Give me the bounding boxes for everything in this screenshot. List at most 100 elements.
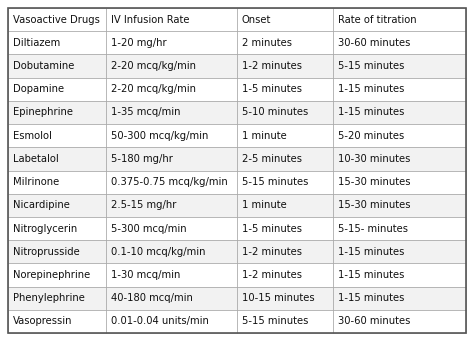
Bar bbox=[8, 170, 107, 194]
Text: 1-15 minutes: 1-15 minutes bbox=[338, 84, 404, 94]
Text: 2 minutes: 2 minutes bbox=[242, 38, 292, 48]
Bar bbox=[107, 8, 237, 31]
Text: 15-30 minutes: 15-30 minutes bbox=[338, 177, 410, 187]
Text: 0.375-0.75 mcq/kg/min: 0.375-0.75 mcq/kg/min bbox=[111, 177, 228, 187]
Text: 2.5-15 mg/hr: 2.5-15 mg/hr bbox=[111, 200, 177, 210]
Bar bbox=[237, 78, 333, 101]
Text: 10-30 minutes: 10-30 minutes bbox=[338, 154, 410, 164]
Text: 2-20 mcq/kg/min: 2-20 mcq/kg/min bbox=[111, 84, 196, 94]
Bar bbox=[333, 55, 466, 78]
Bar bbox=[237, 240, 333, 263]
Text: Rate of titration: Rate of titration bbox=[338, 15, 417, 25]
Bar bbox=[107, 55, 237, 78]
Text: 5-180 mg/hr: 5-180 mg/hr bbox=[111, 154, 173, 164]
Bar bbox=[333, 194, 466, 217]
Text: 30-60 minutes: 30-60 minutes bbox=[338, 38, 410, 48]
Bar bbox=[333, 147, 466, 170]
Bar bbox=[333, 240, 466, 263]
Bar bbox=[8, 240, 107, 263]
Text: Diltiazem: Diltiazem bbox=[13, 38, 60, 48]
Text: 1-15 minutes: 1-15 minutes bbox=[338, 247, 404, 257]
Text: 2-5 minutes: 2-5 minutes bbox=[242, 154, 302, 164]
Text: Onset: Onset bbox=[242, 15, 272, 25]
Text: 5-15 minutes: 5-15 minutes bbox=[338, 61, 404, 71]
Bar bbox=[237, 124, 333, 147]
Text: 1-2 minutes: 1-2 minutes bbox=[242, 61, 302, 71]
Bar bbox=[333, 124, 466, 147]
Text: 1-2 minutes: 1-2 minutes bbox=[242, 247, 302, 257]
Text: Nitroprusside: Nitroprusside bbox=[13, 247, 80, 257]
Text: Dopamine: Dopamine bbox=[13, 84, 64, 94]
Text: 1 minute: 1 minute bbox=[242, 200, 287, 210]
Bar bbox=[237, 147, 333, 170]
Bar bbox=[107, 78, 237, 101]
Text: 0.01-0.04 units/min: 0.01-0.04 units/min bbox=[111, 316, 210, 326]
Bar bbox=[333, 78, 466, 101]
Bar bbox=[237, 8, 333, 31]
Text: 1-15 minutes: 1-15 minutes bbox=[338, 107, 404, 117]
Text: 1-35 mcq/min: 1-35 mcq/min bbox=[111, 107, 181, 117]
Text: 5-10 minutes: 5-10 minutes bbox=[242, 107, 308, 117]
Text: 5-15 minutes: 5-15 minutes bbox=[242, 316, 309, 326]
Bar bbox=[333, 31, 466, 55]
Bar bbox=[237, 31, 333, 55]
Bar bbox=[8, 55, 107, 78]
Text: 1-15 minutes: 1-15 minutes bbox=[338, 293, 404, 303]
Bar bbox=[8, 286, 107, 310]
Bar bbox=[107, 147, 237, 170]
Text: 2-20 mcq/kg/min: 2-20 mcq/kg/min bbox=[111, 61, 196, 71]
Text: Phenylephrine: Phenylephrine bbox=[13, 293, 85, 303]
Bar bbox=[333, 217, 466, 240]
Bar bbox=[237, 101, 333, 124]
Text: 1-30 mcq/min: 1-30 mcq/min bbox=[111, 270, 181, 280]
Bar bbox=[8, 194, 107, 217]
Bar bbox=[333, 310, 466, 333]
Text: 40-180 mcq/min: 40-180 mcq/min bbox=[111, 293, 193, 303]
Text: 1-2 minutes: 1-2 minutes bbox=[242, 270, 302, 280]
Bar bbox=[8, 31, 107, 55]
Text: 10-15 minutes: 10-15 minutes bbox=[242, 293, 315, 303]
Text: Epinephrine: Epinephrine bbox=[13, 107, 73, 117]
Bar bbox=[8, 78, 107, 101]
Text: 0.1-10 mcq/kg/min: 0.1-10 mcq/kg/min bbox=[111, 247, 206, 257]
Bar bbox=[237, 170, 333, 194]
Bar bbox=[107, 310, 237, 333]
Bar bbox=[237, 194, 333, 217]
Text: Labetalol: Labetalol bbox=[13, 154, 59, 164]
Bar bbox=[107, 240, 237, 263]
Bar bbox=[237, 310, 333, 333]
Bar bbox=[333, 263, 466, 286]
Bar bbox=[107, 124, 237, 147]
Text: 1-5 minutes: 1-5 minutes bbox=[242, 224, 302, 234]
Bar bbox=[107, 217, 237, 240]
Text: 1-20 mg/hr: 1-20 mg/hr bbox=[111, 38, 167, 48]
Text: 5-15 minutes: 5-15 minutes bbox=[242, 177, 309, 187]
Text: 1-5 minutes: 1-5 minutes bbox=[242, 84, 302, 94]
Bar bbox=[333, 101, 466, 124]
Bar bbox=[237, 286, 333, 310]
Text: Milrinone: Milrinone bbox=[13, 177, 59, 187]
Text: Nitroglycerin: Nitroglycerin bbox=[13, 224, 77, 234]
Bar bbox=[107, 101, 237, 124]
Bar bbox=[333, 170, 466, 194]
Bar bbox=[8, 217, 107, 240]
Bar bbox=[333, 286, 466, 310]
Bar bbox=[8, 101, 107, 124]
Text: 15-30 minutes: 15-30 minutes bbox=[338, 200, 410, 210]
Bar bbox=[8, 124, 107, 147]
Text: 30-60 minutes: 30-60 minutes bbox=[338, 316, 410, 326]
Text: Vasopressin: Vasopressin bbox=[13, 316, 73, 326]
Text: 5-20 minutes: 5-20 minutes bbox=[338, 131, 404, 141]
Bar bbox=[107, 194, 237, 217]
Text: 1-15 minutes: 1-15 minutes bbox=[338, 270, 404, 280]
Text: 5-15- minutes: 5-15- minutes bbox=[338, 224, 408, 234]
Bar bbox=[107, 286, 237, 310]
Bar bbox=[107, 263, 237, 286]
Text: IV Infusion Rate: IV Infusion Rate bbox=[111, 15, 190, 25]
Bar bbox=[107, 31, 237, 55]
Bar bbox=[8, 147, 107, 170]
Text: Norepinephrine: Norepinephrine bbox=[13, 270, 90, 280]
Text: 5-300 mcq/min: 5-300 mcq/min bbox=[111, 224, 187, 234]
Bar bbox=[8, 263, 107, 286]
Bar bbox=[107, 170, 237, 194]
